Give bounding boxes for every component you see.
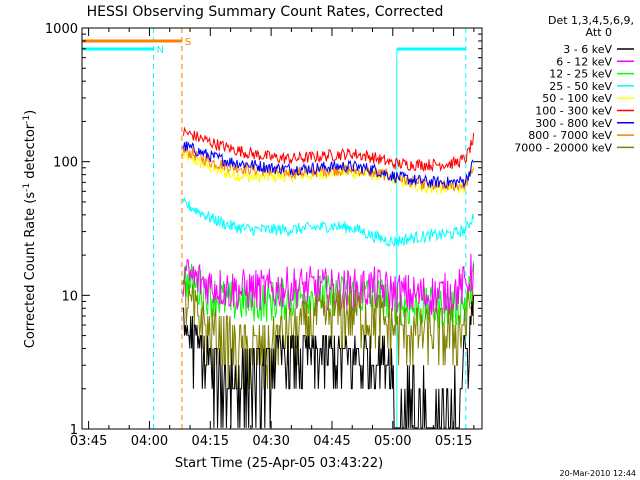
y-tick-label: 10	[61, 289, 78, 304]
y-axis-label: Corrected Count Rate (s-1 detector-1)	[22, 110, 38, 348]
legend-item-label: 300 - 800 keV	[535, 117, 612, 130]
legend-item-label: 7000 - 20000 keV	[514, 141, 612, 154]
x-tick-label: 04:15	[192, 434, 229, 449]
series-line-6	[182, 140, 475, 189]
series-line-3	[182, 196, 475, 248]
plot-area: NS	[82, 28, 475, 429]
legend-item-label: 25 - 50 keV	[549, 80, 612, 93]
legend-item-label: 3 - 6 keV	[563, 43, 612, 56]
flag-label-n: N	[157, 45, 164, 56]
x-tick-label: 04:45	[313, 434, 350, 449]
legend-item-label: 100 - 300 keV	[535, 105, 612, 118]
footer-timestamp: 20-Mar-2010 12:44	[560, 469, 637, 478]
legend-header-line-1: Det 1,3,4,5,6,9,	[548, 14, 634, 27]
y-tick-label: 1000	[45, 22, 78, 37]
series-line-5	[182, 126, 475, 173]
chart-title: HESSI Observing Summary Count Rates, Cor…	[87, 4, 444, 20]
flag-label-s: S	[185, 37, 191, 48]
legend-item-label: 12 - 25 keV	[549, 68, 612, 81]
y-tick-label: 100	[53, 156, 78, 171]
x-tick-label: 05:00	[374, 434, 411, 449]
x-axis-label: Start Time (25-Apr-05 03:43:22)	[175, 456, 383, 471]
x-axis: 03:45 04:00 04:15 04:30 04:45 05:00 05:15	[70, 28, 475, 449]
x-tick-label: 04:30	[252, 434, 289, 449]
plot-frame	[81, 27, 483, 430]
x-tick-label: 04:00	[131, 434, 168, 449]
x-tick-label: 03:45	[70, 434, 107, 449]
y-tick-label: 1	[70, 423, 78, 438]
legend-header-line-2: Att 0	[586, 26, 612, 39]
x-tick-label: 05:15	[435, 434, 472, 449]
legend-item-label: 50 - 100 keV	[542, 92, 612, 105]
legend-item-label: 6 - 12 keV	[556, 55, 612, 68]
y-axis: 1 10 100 1000	[45, 22, 482, 438]
series-line-0	[182, 295, 475, 429]
legend-item-label: 800 - 7000 keV	[528, 129, 612, 142]
series-line-4	[182, 150, 475, 196]
